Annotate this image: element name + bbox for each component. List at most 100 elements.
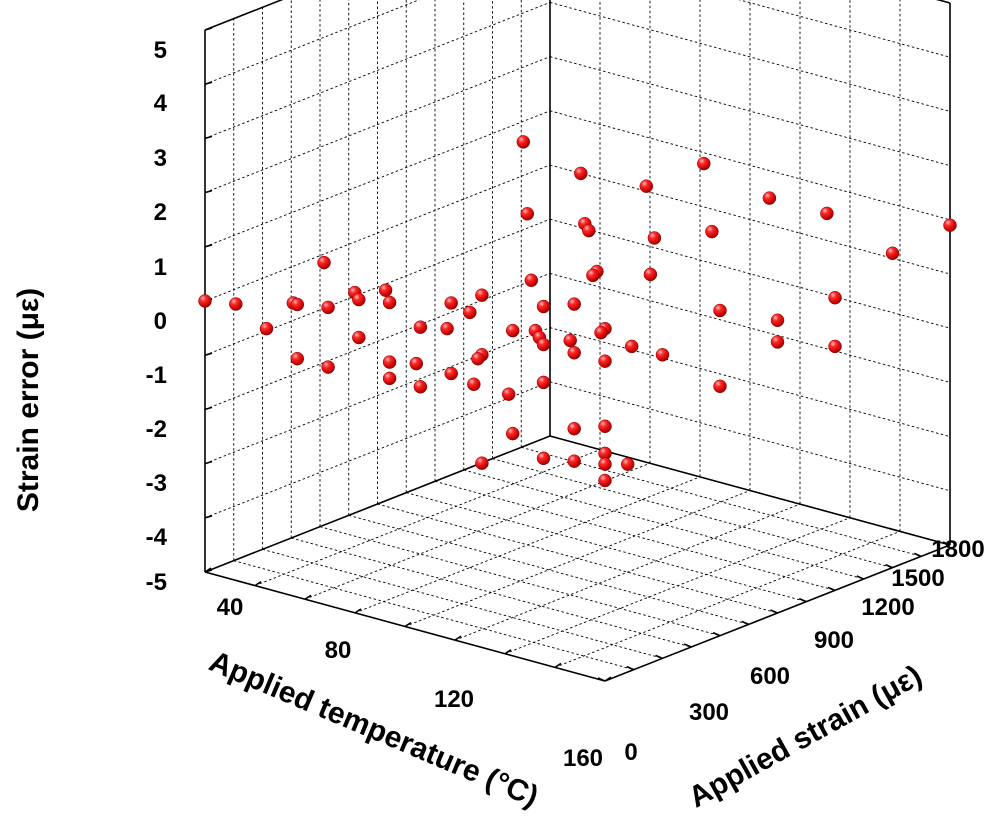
- temperature-tick-mark: [304, 594, 312, 600]
- z-tick-label: -4: [146, 524, 168, 551]
- data-point: [321, 300, 335, 315]
- data-point: [598, 354, 612, 368]
- temperature-tick-label: 120: [434, 686, 474, 713]
- data-point: [444, 296, 458, 310]
- data-point: [520, 207, 535, 221]
- data-point: [563, 333, 577, 348]
- temperature-tick-label: 40: [217, 594, 244, 621]
- z-tick-label: 4: [154, 90, 168, 117]
- strain-tick-label: 300: [689, 699, 729, 726]
- data-point: [567, 346, 581, 360]
- data-point: [352, 330, 366, 345]
- data-point: [762, 191, 777, 205]
- data-point: [198, 294, 212, 308]
- strain-tick-mark: [827, 586, 836, 592]
- gridline: [204, 110, 551, 248]
- data-point: [828, 290, 842, 305]
- data-point: [409, 356, 424, 371]
- data-point: [471, 351, 485, 366]
- z-tick-label: 0: [154, 308, 167, 335]
- axis-line: [204, 0, 284, 31]
- data-point: [536, 451, 551, 466]
- z-tick-mark: [204, 460, 213, 465]
- z-tick-label: -1: [146, 362, 167, 389]
- z-tick-mark: [204, 189, 213, 194]
- temperature-tick-mark: [404, 621, 412, 628]
- strain-tick-label: 1800: [931, 536, 984, 563]
- grid-layer: [204, 0, 951, 682]
- gridline: [521, 446, 922, 557]
- data-point: [290, 297, 305, 312]
- data-point: [524, 273, 539, 288]
- strain-tick-label: 1500: [891, 565, 944, 592]
- strain-tick-mark: [655, 654, 663, 660]
- z-tick-mark: [204, 27, 213, 31]
- strain-tick-mark: [597, 677, 606, 682]
- data-point: [317, 255, 331, 270]
- z-tick-mark: [204, 406, 213, 411]
- data-point: [352, 292, 366, 307]
- gridline: [204, 381, 551, 519]
- z-tick-mark: [204, 515, 213, 519]
- data-point: [413, 320, 428, 334]
- data-point: [943, 218, 957, 232]
- gridline: [549, 327, 951, 438]
- data-point: [820, 206, 834, 221]
- data-point: [413, 380, 428, 394]
- gridline: [454, 503, 801, 641]
- data-point: [536, 375, 551, 390]
- data-point: [382, 355, 397, 369]
- data-point: [713, 303, 727, 318]
- data-point: [624, 339, 639, 354]
- gridline: [348, 514, 749, 625]
- strain-tick-mark: [683, 643, 692, 648]
- z-tick-label: 1: [154, 254, 167, 281]
- data-point: [598, 457, 612, 471]
- strain-tick-mark: [913, 552, 922, 558]
- gridline: [406, 492, 807, 603]
- data-point: [647, 231, 662, 245]
- gridline: [204, 164, 551, 302]
- gridline: [204, 272, 551, 410]
- data-point: [475, 288, 489, 302]
- data-point: [290, 351, 305, 366]
- gridline: [233, 560, 634, 671]
- strain-tick-label: 0: [624, 739, 637, 766]
- gridline: [549, 164, 951, 275]
- temperature-tick-mark: [604, 676, 612, 682]
- data-point: [467, 377, 481, 392]
- gridline: [549, 272, 951, 383]
- data-points: [198, 135, 957, 488]
- gridline: [204, 0, 283, 31]
- data-point: [505, 426, 520, 441]
- temperature-axis-title: Applied temperature (°C): [204, 645, 542, 814]
- temperature-tick-mark: [204, 567, 212, 573]
- z-tick-label: -5: [146, 569, 167, 596]
- z-tick-mark: [204, 352, 213, 356]
- data-point: [321, 360, 335, 374]
- strain-tick-mark: [770, 609, 778, 614]
- gridline: [204, 56, 551, 194]
- z-tick-label: -2: [146, 416, 167, 443]
- data-point: [620, 457, 635, 471]
- gridline: [377, 503, 778, 614]
- data-point: [885, 246, 900, 261]
- gridline: [549, 381, 951, 492]
- gridline: [291, 537, 692, 648]
- gridline: [204, 327, 551, 465]
- strain-tick-mark: [856, 575, 865, 580]
- data-point: [475, 456, 489, 470]
- gridline: [204, 218, 551, 356]
- strain-tick-mark: [885, 563, 893, 569]
- temperature-tick-mark: [554, 662, 562, 669]
- z-tick-label: 5: [154, 37, 167, 64]
- data-point: [229, 297, 243, 311]
- data-point: [444, 366, 458, 381]
- gridline: [304, 462, 651, 600]
- data-point: [574, 166, 588, 181]
- gridline: [262, 548, 663, 659]
- z-tick-label: -3: [146, 470, 167, 497]
- gridline: [549, 1, 951, 112]
- data-point: [382, 371, 397, 386]
